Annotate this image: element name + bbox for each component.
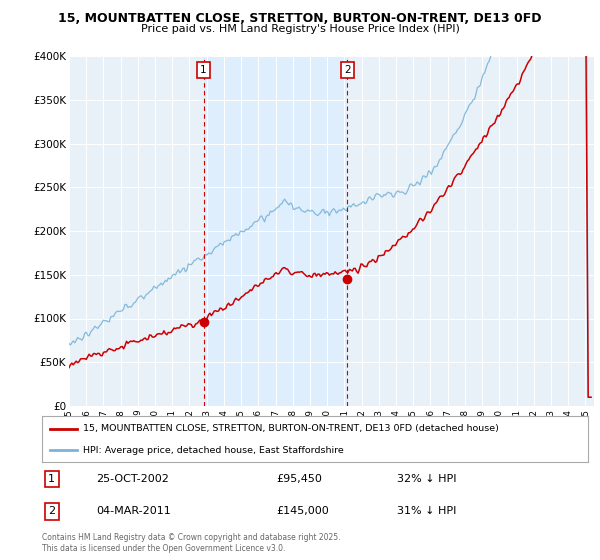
Text: 32% ↓ HPI: 32% ↓ HPI [397,474,457,484]
Text: HPI: Average price, detached house, East Staffordshire: HPI: Average price, detached house, East… [83,446,344,455]
Text: 15, MOUNTBATTEN CLOSE, STRETTON, BURTON-ON-TRENT, DE13 0FD (detached house): 15, MOUNTBATTEN CLOSE, STRETTON, BURTON-… [83,424,499,433]
Text: 25-OCT-2002: 25-OCT-2002 [97,474,169,484]
Text: 31% ↓ HPI: 31% ↓ HPI [397,506,456,516]
Text: £95,450: £95,450 [277,474,323,484]
Text: Price paid vs. HM Land Registry's House Price Index (HPI): Price paid vs. HM Land Registry's House … [140,24,460,34]
Text: 2: 2 [48,506,55,516]
Text: 04-MAR-2011: 04-MAR-2011 [97,506,172,516]
Text: 1: 1 [200,65,207,74]
Text: 1: 1 [49,474,55,484]
Text: 15, MOUNTBATTEN CLOSE, STRETTON, BURTON-ON-TRENT, DE13 0FD: 15, MOUNTBATTEN CLOSE, STRETTON, BURTON-… [58,12,542,25]
Text: £145,000: £145,000 [277,506,329,516]
Bar [203,56,347,406]
Text: 2: 2 [344,65,350,74]
Text: Contains HM Land Registry data © Crown copyright and database right 2025.
This d: Contains HM Land Registry data © Crown c… [42,533,341,553]
